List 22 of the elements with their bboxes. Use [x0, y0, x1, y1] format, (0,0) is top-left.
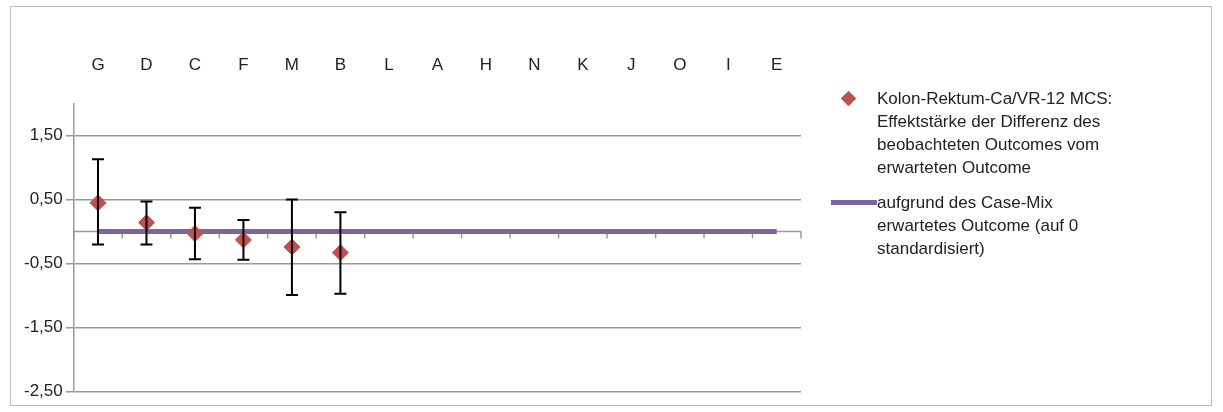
y-tick-label: -1,50 — [24, 317, 63, 337]
x-tick-label: E — [771, 54, 783, 74]
x-tick-label: H — [479, 54, 492, 74]
x-tick-label: M — [284, 54, 300, 74]
x-tick-label: I — [725, 54, 731, 74]
y-tick-label: -0,50 — [24, 253, 63, 273]
x-tick-label: A — [431, 54, 444, 74]
x-tick-label: D — [140, 54, 153, 74]
x-tick-label: N — [528, 54, 541, 74]
x-tick-label: F — [238, 54, 249, 74]
x-tick-label: L — [384, 54, 394, 74]
legend-label: aufgrund des Case-Mix erwartetes Outcome (auf 0 standardisiert) — [877, 192, 1080, 260]
x-tick-label: B — [334, 54, 347, 74]
y-tick-label: -2,50 — [24, 381, 63, 401]
x-tick-label: K — [577, 54, 590, 74]
y-tick-label: 1,50 — [29, 125, 63, 145]
x-tick-label: C — [188, 54, 202, 74]
x-tick-label: G — [91, 54, 105, 74]
y-tick-label: 0,50 — [29, 189, 63, 209]
x-tick-label: O — [673, 54, 687, 74]
legend-label: Kolon-Rektum-Ca/VR-12 MCS: Effektstärke der Differenz des beobachteten Outcomes vom erwarteten Outcome — [877, 88, 1114, 179]
x-tick-label: J — [627, 54, 636, 74]
